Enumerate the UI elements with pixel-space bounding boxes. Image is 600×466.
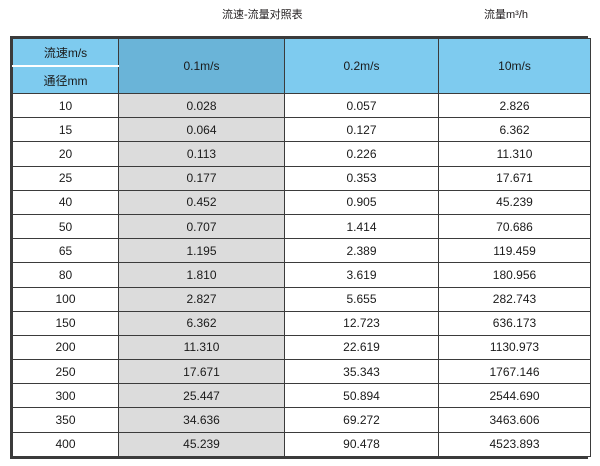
caption-strip: 流速-流量对照表 流量m³/h	[0, 0, 600, 36]
cell-flow-value: 22.619	[284, 334, 439, 361]
chart-title-caption: 流速-流量对照表	[222, 9, 303, 21]
table-row: 200 11.310 22.619 1130.973	[12, 334, 591, 361]
cell-nominal-diameter: 150	[12, 310, 119, 336]
table-row: 400 45.239 90.478 4523.893	[12, 431, 591, 458]
cell-flow-value: 0.127	[284, 117, 439, 143]
cell-flow-value: 0.028	[118, 92, 285, 119]
cell-nominal-diameter: 100	[12, 286, 119, 312]
cell-flow-value: 17.671	[118, 359, 285, 385]
cell-nominal-diameter: 15	[12, 117, 119, 143]
cell-flow-value: 70.686	[438, 213, 591, 240]
cell-flow-value: 0.226	[284, 141, 439, 167]
cell-nominal-diameter: 50	[12, 213, 119, 240]
table-row: 15 0.064 0.127 6.362	[12, 117, 591, 143]
cell-flow-value: 0.064	[118, 117, 285, 143]
cell-flow-value: 1.414	[284, 213, 439, 240]
cell-nominal-diameter: 400	[12, 431, 119, 458]
cell-nominal-diameter: 65	[12, 238, 119, 264]
cell-flow-value: 50.894	[284, 383, 439, 409]
table-row: 65 1.195 2.389 119.459	[12, 238, 591, 264]
cell-flow-value: 0.177	[118, 165, 285, 191]
flow-velocity-table-wrapper: 流速m/s 0.1m/s 0.2m/s 10m/s 通径mm 10 0.028 0.…	[10, 36, 591, 459]
table-row: 80 1.810 3.619 180.956	[12, 262, 591, 288]
cell-nominal-diameter: 10	[12, 92, 119, 119]
cell-flow-value: 12.723	[284, 310, 439, 336]
table-row: 350 34.636 69.272 3463.606	[12, 407, 591, 433]
cell-flow-value: 45.239	[438, 189, 591, 215]
cell-flow-value: 0.057	[284, 92, 439, 119]
cell-flow-value: 4523.893	[438, 431, 591, 458]
cell-flow-value: 0.707	[118, 213, 285, 240]
cell-nominal-diameter: 25	[12, 165, 119, 191]
cell-flow-value: 636.173	[438, 310, 591, 336]
cell-flow-value: 11.310	[438, 141, 591, 167]
cell-nominal-diameter: 250	[12, 359, 119, 385]
cell-flow-value: 90.478	[284, 431, 439, 458]
header-speed-1: 0.2m/s	[284, 38, 439, 94]
cell-flow-value: 0.905	[284, 189, 439, 215]
cell-flow-value: 6.362	[438, 117, 591, 143]
cell-flow-value: 0.113	[118, 141, 285, 167]
table-header: 流速m/s 0.1m/s 0.2m/s 10m/s 通径mm	[12, 38, 591, 94]
cell-nominal-diameter: 300	[12, 383, 119, 409]
cell-flow-value: 35.343	[284, 359, 439, 385]
table-row: 250 17.671 35.343 1767.146	[12, 359, 591, 385]
table-row: 10 0.028 0.057 2.826	[12, 92, 591, 119]
cell-flow-value: 1767.146	[438, 359, 591, 385]
cell-flow-value: 69.272	[284, 407, 439, 433]
header-diameter-label: 通径mm	[12, 65, 119, 94]
cell-flow-value: 25.447	[118, 383, 285, 409]
cell-flow-value: 2544.690	[438, 383, 591, 409]
cell-flow-value: 2.827	[118, 286, 285, 312]
table-row: 25 0.177 0.353 17.671	[12, 165, 591, 191]
cell-flow-value: 34.636	[118, 407, 285, 433]
cell-flow-value: 1.195	[118, 238, 285, 264]
flow-velocity-table: 流速m/s 0.1m/s 0.2m/s 10m/s 通径mm 10 0.028 0.…	[12, 38, 591, 458]
table-row: 20 0.113 0.226 11.310	[12, 141, 591, 167]
header-speed-2: 10m/s	[438, 38, 591, 94]
table-row: 300 25.447 50.894 2544.690	[12, 383, 591, 409]
cell-flow-value: 11.310	[118, 334, 285, 361]
cell-nominal-diameter: 40	[12, 189, 119, 215]
cell-flow-value: 2.389	[284, 238, 439, 264]
cell-flow-value: 45.239	[118, 431, 285, 458]
cell-nominal-diameter: 350	[12, 407, 119, 433]
table-row: 150 6.362 12.723 636.173	[12, 310, 591, 336]
table-row: 50 0.707 1.414 70.686	[12, 213, 591, 240]
flow-unit-caption: 流量m³/h	[484, 9, 528, 21]
cell-flow-value: 17.671	[438, 165, 591, 191]
cell-flow-value: 3.619	[284, 262, 439, 288]
cell-flow-value: 1130.973	[438, 334, 591, 361]
header-row-top: 流速m/s 0.1m/s 0.2m/s 10m/s	[12, 38, 591, 94]
cell-flow-value: 1.810	[118, 262, 285, 288]
cell-flow-value: 5.655	[284, 286, 439, 312]
header-velocity-label: 流速m/s	[12, 38, 119, 67]
cell-nominal-diameter: 200	[12, 334, 119, 361]
cell-flow-value: 0.452	[118, 189, 285, 215]
cell-flow-value: 180.956	[438, 262, 591, 288]
cell-nominal-diameter: 20	[12, 141, 119, 167]
table-row: 40 0.452 0.905 45.239	[12, 189, 591, 215]
header-row-bottom: 通径mm	[12, 65, 591, 94]
header-speed-0: 0.1m/s	[118, 38, 285, 94]
cell-flow-value: 282.743	[438, 286, 591, 312]
cell-nominal-diameter: 80	[12, 262, 119, 288]
table-body: 10 0.028 0.057 2.826 15 0.064 0.127 6.362 20 0.11…	[12, 92, 591, 458]
cell-flow-value: 0.353	[284, 165, 439, 191]
cell-flow-value: 119.459	[438, 238, 591, 264]
cell-flow-value: 6.362	[118, 310, 285, 336]
cell-flow-value: 3463.606	[438, 407, 591, 433]
cell-flow-value: 2.826	[438, 92, 591, 119]
table-row: 100 2.827 5.655 282.743	[12, 286, 591, 312]
